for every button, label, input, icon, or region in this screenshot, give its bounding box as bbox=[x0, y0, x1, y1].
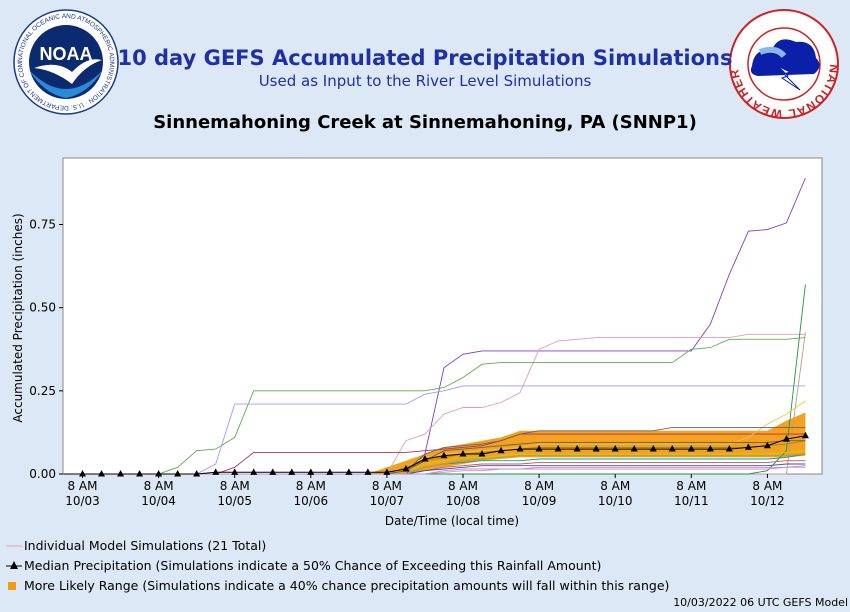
model-simulation-line-3 bbox=[63, 337, 806, 475]
median-marker bbox=[478, 450, 486, 457]
page-title: 10 day GEFS Accumulated Precipitation Si… bbox=[117, 46, 733, 70]
median-line bbox=[63, 435, 806, 475]
median-marker bbox=[136, 470, 144, 477]
x-tick-label-time: 8 AM bbox=[220, 479, 250, 493]
median-marker bbox=[421, 455, 429, 462]
x-tick-label-time: 8 AM bbox=[296, 479, 326, 493]
median-marker bbox=[611, 445, 619, 452]
x-tick-label-time: 8 AM bbox=[448, 479, 478, 493]
x-tick-label-time: 8 AM bbox=[676, 479, 706, 493]
x-tick-label-date: 10/04 bbox=[141, 494, 176, 508]
median-marker bbox=[345, 468, 353, 475]
median-marker bbox=[706, 445, 714, 452]
median-marker bbox=[497, 446, 505, 454]
x-tick-label-date: 10/10 bbox=[598, 494, 633, 508]
x-tick-label-date: 10/08 bbox=[446, 494, 481, 508]
nws-logo: NATIONAL WEATHER SERVICE bbox=[723, 0, 840, 121]
legend-range-swatch bbox=[8, 581, 16, 590]
median-marker bbox=[592, 445, 600, 452]
legend-item-range: More Likely Range (Simulations indicate … bbox=[6, 578, 669, 593]
median-marker bbox=[155, 470, 163, 477]
median-marker bbox=[307, 468, 315, 475]
x-axis-label: Date/Time (local time) bbox=[385, 514, 519, 528]
median-marker bbox=[687, 445, 695, 452]
median-marker bbox=[193, 470, 201, 477]
median-marker bbox=[573, 445, 581, 452]
median-marker bbox=[668, 445, 676, 452]
median-marker bbox=[516, 445, 524, 452]
x-tick-label-date: 10/07 bbox=[370, 494, 405, 508]
y-tick-label: 0.00 bbox=[29, 467, 56, 481]
legend-individual-swatch bbox=[6, 545, 22, 546]
page-subtitle: Used as Input to the River Level Simulat… bbox=[258, 72, 592, 90]
x-tick-label-time: 8 AM bbox=[372, 479, 402, 493]
median-marker bbox=[725, 445, 733, 452]
legend-individual-label: Individual Model Simulations (21 Total) bbox=[24, 538, 267, 553]
median-marker bbox=[212, 468, 220, 475]
x-tick-label-date: 10/12 bbox=[750, 494, 785, 508]
noaa-logo: NOAA NATIONAL OCEANIC AND ATMOSPHERIC AD… bbox=[9, 3, 120, 116]
legend-range-label: More Likely Range (Simulations indicate … bbox=[24, 578, 670, 593]
y-tick-label: 0.50 bbox=[29, 301, 56, 315]
legend-item-median: Median Precipitation (Simulations indica… bbox=[6, 558, 601, 573]
plot-background bbox=[62, 157, 823, 475]
median-marker bbox=[269, 468, 277, 475]
median-marker bbox=[763, 441, 771, 449]
station-title: Sinnemahoning Creek at Sinnemahoning, PA… bbox=[153, 112, 697, 133]
median-marker bbox=[459, 450, 467, 457]
y-tick-label: 0.75 bbox=[29, 218, 56, 232]
y-axis-label: Accumulated Precipitation (inches) bbox=[11, 213, 25, 422]
median-marker bbox=[326, 468, 334, 475]
median-marker bbox=[174, 470, 182, 477]
median-marker bbox=[79, 470, 86, 477]
median-marker bbox=[782, 435, 790, 442]
x-tick-label-time: 8 AM bbox=[524, 479, 554, 493]
median-marker bbox=[744, 443, 752, 450]
x-tick-label-time: 8 AM bbox=[144, 479, 174, 493]
median-marker bbox=[554, 445, 562, 452]
legend-item-individual: Individual Model Simulations (21 Total) bbox=[6, 538, 266, 553]
plot-area bbox=[62, 157, 823, 475]
x-tick-label-date: 10/03 bbox=[65, 494, 100, 508]
median-marker bbox=[383, 468, 391, 475]
x-tick-label-time: 8 AM bbox=[752, 479, 782, 493]
noaa-logo-text: NOAA bbox=[40, 44, 93, 64]
median-marker bbox=[535, 445, 543, 452]
median-marker bbox=[250, 468, 258, 475]
y-tick-label: 0.25 bbox=[29, 384, 56, 398]
median-marker bbox=[231, 468, 239, 475]
median-marker bbox=[98, 470, 106, 477]
x-tick-label-date: 10/05 bbox=[217, 494, 252, 508]
median-marker bbox=[649, 445, 657, 452]
legend-median-label: Median Precipitation (Simulations indica… bbox=[24, 558, 602, 573]
x-tick-label-time: 8 AM bbox=[600, 479, 630, 493]
median-marker bbox=[364, 468, 372, 475]
model-run-footer: 10/03/2022 06 UTC GEFS Model bbox=[673, 596, 848, 609]
median-marker bbox=[402, 465, 410, 472]
legend-median-swatch bbox=[6, 560, 22, 569]
median-marker bbox=[801, 431, 809, 439]
x-tick-label-time: 8 AM bbox=[67, 479, 97, 493]
median-marker bbox=[630, 445, 638, 452]
median-marker bbox=[117, 470, 125, 477]
x-tick-label-date: 10/09 bbox=[522, 494, 557, 508]
median-marker bbox=[288, 468, 296, 475]
likely-range-band bbox=[63, 412, 806, 474]
x-tick-label-date: 10/06 bbox=[294, 494, 329, 508]
x-tick-label-date: 10/11 bbox=[674, 494, 709, 508]
median-marker bbox=[440, 451, 448, 459]
